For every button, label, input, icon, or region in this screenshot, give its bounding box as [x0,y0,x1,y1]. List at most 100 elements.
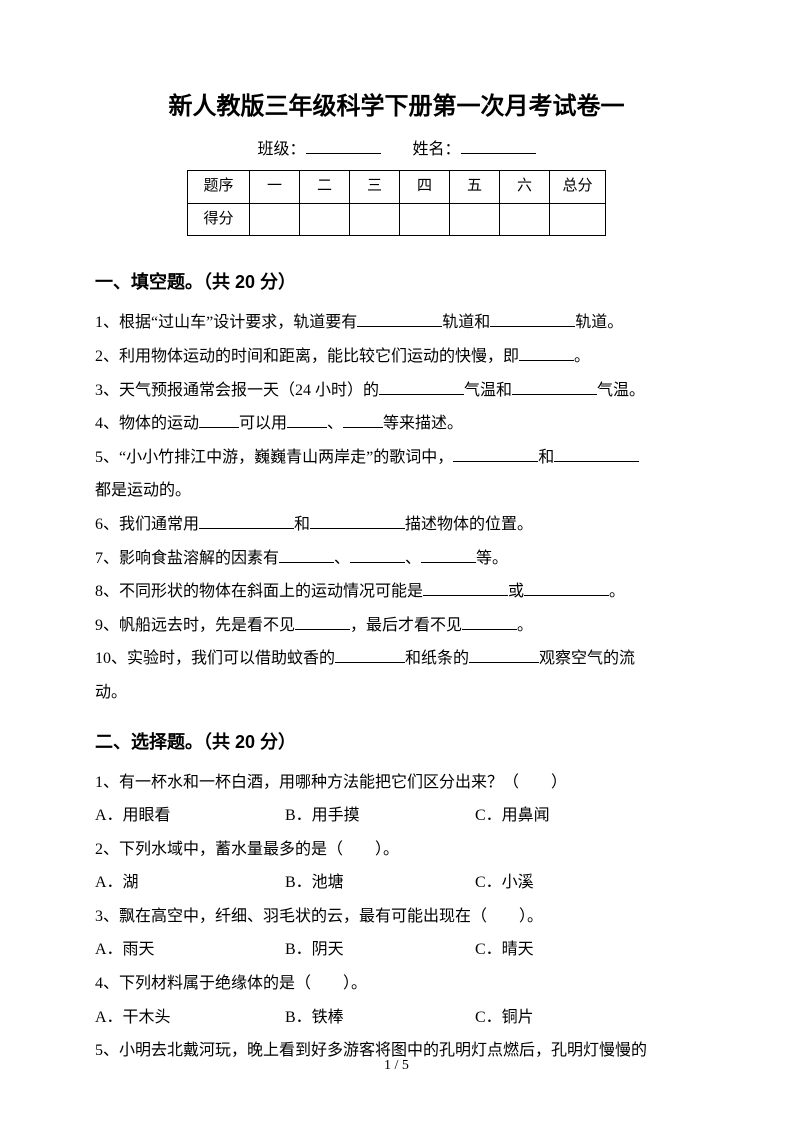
q-text: 轨道。 [575,314,623,331]
name-label: 姓名： [413,141,461,158]
blank[interactable] [357,311,442,327]
q-text: 和 [538,449,554,466]
s1-q8: 8、不同形状的物体在斜面上的运动情况可能是 或 。 [95,575,698,609]
score-cell[interactable] [500,203,550,236]
blank[interactable] [519,345,574,361]
page-number: 1 / 5 [0,1051,793,1080]
q-text: 气温和 [464,382,512,399]
row-label: 题序 [188,171,250,204]
q-text: 气温。 [597,382,645,399]
opt-c[interactable]: C．晴天 [475,933,534,967]
opt-b[interactable]: B．池塘 [285,866,475,900]
s1-q3: 3、天气预报通常会报一天（24 小时）的 气温和 气温。 [95,374,698,408]
opt-a[interactable]: A．雨天 [95,933,285,967]
blank[interactable] [554,446,639,462]
s1-q5: 5、“小小竹排江中游，巍巍青山两岸走”的歌词中， 和 [95,441,698,475]
q-text: 2、利用物体运动的时间和距离，能比较它们运动的快慢，即 [95,348,519,365]
col-head: 六 [500,171,550,204]
page-title: 新人教版三年级科学下册第一次月考试卷一 [95,90,698,124]
col-head: 四 [400,171,450,204]
q-text: 等来描述。 [383,415,463,432]
class-blank[interactable] [306,138,381,154]
q-text: 10、实验时，我们可以借助蚊香的 [95,650,335,667]
q-text: 。 [574,348,590,365]
blank[interactable] [453,446,538,462]
q-text: 可以用 [239,415,287,432]
blank[interactable] [469,647,539,663]
s2-q4: 4、下列材料属于绝缘体的是（ ）。 [95,967,698,1001]
name-blank[interactable] [461,138,536,154]
exam-page: 新人教版三年级科学下册第一次月考试卷一 班级： 姓名： 题序 一 二 三 四 五… [0,0,793,1122]
blank[interactable] [524,580,609,596]
opt-b[interactable]: B．铁棒 [285,1001,475,1035]
score-cell[interactable] [400,203,450,236]
blank[interactable] [199,513,294,529]
q-text: 1、根据“过山车”设计要求，轨道要有 [95,314,357,331]
blank[interactable] [310,513,405,529]
score-cell[interactable] [350,203,400,236]
s2-q2-opts: A．湖B．池塘C．小溪 [95,866,698,900]
col-head: 一 [250,171,300,204]
blank[interactable] [462,614,517,630]
q-text: 动。 [95,684,127,701]
opt-a[interactable]: A．湖 [95,866,285,900]
blank[interactable] [343,412,383,428]
s1-q4: 4、物体的运动 可以用 、 等来描述。 [95,407,698,441]
blank[interactable] [490,311,575,327]
opt-b[interactable]: B．用手摸 [285,799,475,833]
s1-q2: 2、利用物体运动的时间和距离，能比较它们运动的快慢，即 。 [95,340,698,374]
s1-q7: 7、影响食盐溶解的因素有 、 、 等。 [95,542,698,576]
q-text: 等。 [476,550,508,567]
score-cell[interactable] [250,203,300,236]
section-2-heading: 二、选择题。（共 20 分） [95,724,698,760]
q-text: 7、影响食盐溶解的因素有 [95,550,279,567]
blank[interactable] [512,379,597,395]
blank[interactable] [287,412,327,428]
col-head: 五 [450,171,500,204]
blank[interactable] [279,547,334,563]
opt-c[interactable]: C．铜片 [475,1001,534,1035]
score-cell[interactable] [450,203,500,236]
q-text: 9、帆船远去时，先是看不见 [95,617,295,634]
student-meta: 班级： 姓名： [95,136,698,165]
s1-q1: 1、根据“过山车”设计要求，轨道要有 轨道和 轨道。 [95,306,698,340]
blank[interactable] [335,647,405,663]
row-label: 得分 [188,203,250,236]
blank[interactable] [350,547,405,563]
q-text: 或 [508,583,524,600]
q-text: 3、天气预报通常会报一天（24 小时）的 [95,382,379,399]
score-cell[interactable] [300,203,350,236]
blank[interactable] [421,547,476,563]
col-head: 二 [300,171,350,204]
q-text: 、 [327,415,343,432]
s1-q10b: 动。 [95,676,698,710]
q-text: 、 [405,550,421,567]
s1-q9: 9、帆船远去时，先是看不见，最后才看不见。 [95,609,698,643]
blank[interactable] [423,580,508,596]
s1-q10: 10、实验时，我们可以借助蚊香的和纸条的观察空气的流 [95,642,698,676]
q-text: 观察空气的流 [539,650,635,667]
s2-q3-opts: A．雨天B．阴天C．晴天 [95,933,698,967]
opt-b[interactable]: B．阴天 [285,933,475,967]
q-text: ，最后才看不见 [350,617,462,634]
blank[interactable] [295,614,350,630]
s2-q1-opts: A．用眼看B．用手摸C．用鼻闻 [95,799,698,833]
q-text: 和 [294,516,310,533]
score-cell[interactable] [550,203,606,236]
opt-c[interactable]: C．用鼻闻 [475,799,550,833]
q-text: 5、“小小竹排江中游，巍巍青山两岸走”的歌词中， [95,449,453,466]
q-text: 。 [609,583,625,600]
q-text: 4、物体的运动 [95,415,199,432]
q-text: 、 [334,550,350,567]
q-text: 都是运动的。 [95,482,191,499]
q-text: 轨道和 [442,314,490,331]
blank[interactable] [199,412,239,428]
opt-a[interactable]: A．用眼看 [95,799,285,833]
section-1-heading: 一、填空题。（共 20 分） [95,264,698,300]
opt-a[interactable]: A．干木头 [95,1001,285,1035]
table-row: 得分 [188,203,606,236]
blank[interactable] [379,379,464,395]
s1-q5b: 都是运动的。 [95,474,698,508]
opt-c[interactable]: C．小溪 [475,866,534,900]
q-text: 8、不同形状的物体在斜面上的运动情况可能是 [95,583,423,600]
